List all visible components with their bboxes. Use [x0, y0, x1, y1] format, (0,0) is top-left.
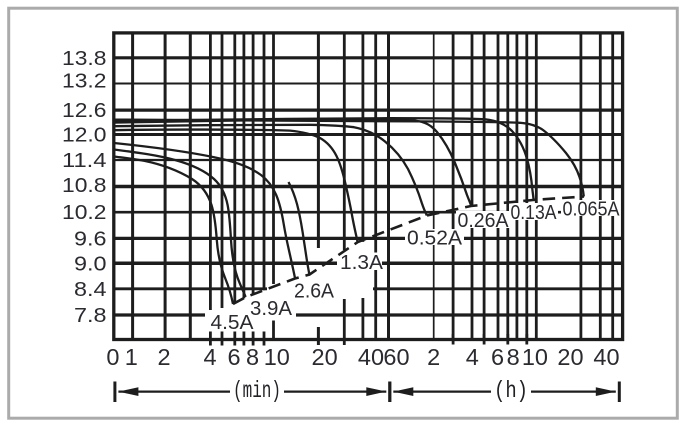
- svg-text:8: 8: [507, 344, 520, 370]
- svg-text:20: 20: [312, 344, 338, 370]
- svg-text:4: 4: [203, 344, 216, 370]
- svg-text:0.52A: 0.52A: [407, 227, 462, 250]
- svg-text:6: 6: [227, 344, 240, 370]
- svg-text:10.2: 10.2: [62, 202, 107, 224]
- svg-text:8: 8: [246, 344, 259, 370]
- svg-text:12.6: 12.6: [62, 100, 107, 122]
- svg-text:11.4: 11.4: [62, 150, 107, 172]
- svg-text:(min): (min): [233, 378, 281, 404]
- svg-text:6: 6: [491, 344, 504, 370]
- svg-text:0.065A: 0.065A: [563, 198, 620, 221]
- svg-text:60: 60: [383, 344, 409, 370]
- svg-text:0.13A: 0.13A: [511, 201, 557, 224]
- svg-text:10.8: 10.8: [62, 175, 107, 197]
- svg-text:(h): (h): [494, 378, 528, 404]
- svg-text:13.8: 13.8: [62, 48, 107, 70]
- svg-text:20: 20: [557, 344, 583, 370]
- svg-text:12.0: 12.0: [62, 125, 107, 147]
- svg-text:2.6A: 2.6A: [294, 280, 334, 303]
- svg-text:4: 4: [466, 344, 479, 370]
- svg-text:7.8: 7.8: [74, 305, 107, 327]
- svg-text:40: 40: [358, 344, 384, 370]
- svg-text:1.3A: 1.3A: [340, 251, 383, 274]
- svg-text:0.26A: 0.26A: [458, 209, 509, 232]
- svg-text:40: 40: [593, 344, 619, 370]
- svg-text:9.6: 9.6: [74, 228, 107, 250]
- svg-text:2: 2: [158, 344, 171, 370]
- svg-text:3.9A: 3.9A: [250, 297, 292, 320]
- svg-text:10: 10: [264, 344, 290, 370]
- svg-text:13.2: 13.2: [62, 71, 107, 93]
- svg-text:8.4: 8.4: [74, 279, 107, 301]
- svg-text:9.0: 9.0: [74, 253, 107, 275]
- svg-text:0: 0: [106, 344, 119, 370]
- svg-text:4.5A: 4.5A: [211, 311, 254, 334]
- svg-text:2: 2: [427, 344, 440, 370]
- svg-text:10: 10: [522, 344, 548, 370]
- svg-text:1: 1: [125, 344, 138, 370]
